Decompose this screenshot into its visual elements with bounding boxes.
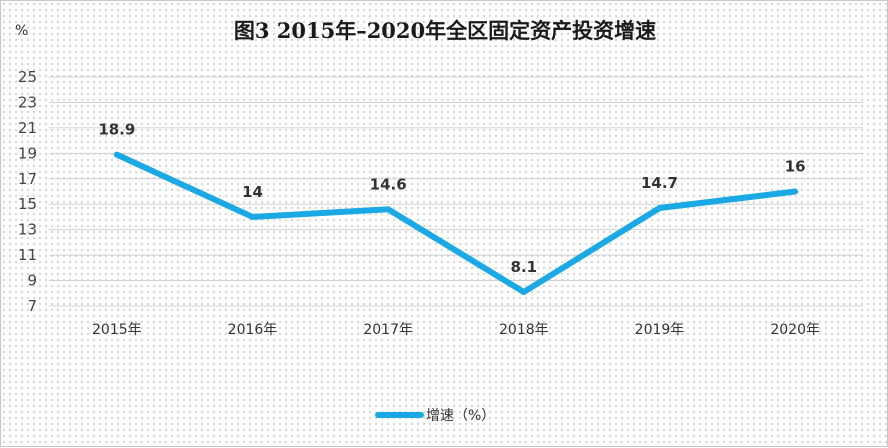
y-tick-label: 13 xyxy=(18,221,37,239)
chart-title: 图3 2015年–2020年全区固定资产投资增速 xyxy=(234,18,656,43)
data-label: 14.7 xyxy=(641,174,678,192)
y-tick-label: 23 xyxy=(18,93,37,111)
y-tick-label: 25 xyxy=(18,68,37,86)
x-tick-label: 2015年 xyxy=(92,322,142,338)
gridlines xyxy=(49,76,863,307)
y-tick-label: 21 xyxy=(18,119,37,137)
x-tick-label: 2020年 xyxy=(770,322,820,338)
data-point xyxy=(658,206,661,210)
data-point xyxy=(386,207,390,211)
data-point xyxy=(251,215,254,219)
data-point xyxy=(522,290,526,294)
data-point xyxy=(115,153,119,157)
data-label: 18.9 xyxy=(98,121,135,139)
data-label: 16 xyxy=(785,158,806,176)
y-axis-ticks: 7 9 11 13 15 17 19 21 23 25 xyxy=(18,68,37,315)
y-axis-unit: % xyxy=(15,23,28,39)
data-label: 14 xyxy=(242,183,263,201)
series-group xyxy=(113,151,799,296)
x-tick-label: 2017年 xyxy=(363,322,413,338)
x-axis-ticks: 2015年 2016年 2017年 2018年 2019年 2020年 xyxy=(92,322,820,338)
y-tick-label: 19 xyxy=(18,144,37,162)
data-label: 8.1 xyxy=(511,258,538,276)
data-label: 14.6 xyxy=(370,175,407,193)
y-tick-label: 15 xyxy=(18,195,37,213)
x-tick-label: 2018年 xyxy=(499,322,549,338)
y-tick-label: 9 xyxy=(27,272,37,290)
x-tick-label: 2016年 xyxy=(228,322,278,338)
y-tick-label: 17 xyxy=(18,170,37,188)
y-tick-label: 7 xyxy=(27,297,37,315)
data-labels: 18.9 14 14.6 8.1 14.7 16 xyxy=(98,121,805,276)
x-tick-label: 2019年 xyxy=(635,322,685,338)
data-point xyxy=(793,190,797,193)
series-line xyxy=(113,151,799,296)
legend-label: 增速（%） xyxy=(426,408,495,424)
y-tick-label: 11 xyxy=(18,246,37,264)
legend[interactable]: 增速（%） xyxy=(375,408,495,424)
